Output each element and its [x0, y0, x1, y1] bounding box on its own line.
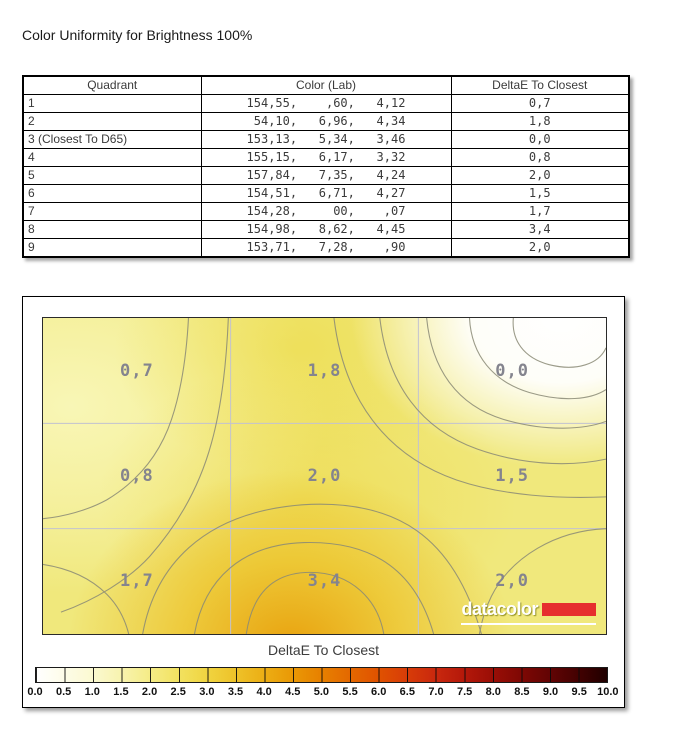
- color-lab-cell: 154,55, ,60, 4,12: [200, 94, 452, 113]
- colorbar-tick-label: 3.0: [199, 686, 215, 698]
- colorbar-tick-label: 4.5: [285, 686, 301, 698]
- heatmap-cell-value: 0,8: [119, 465, 154, 486]
- deltae-cell: 0,7: [450, 94, 630, 113]
- page-title: Color Uniformity for Brightness 100%: [22, 27, 253, 43]
- colorbar-tick-label: 5.5: [342, 686, 358, 698]
- colorbar-tick-label: 4.0: [256, 686, 272, 698]
- heatmap-panel: 0,7 1,8 0,0 0,8 2,0 1,5 1,7 3,4 2,0 data…: [22, 296, 625, 708]
- colorbar-tick-label: 1.0: [84, 686, 100, 698]
- quadrant-column-header: Quadrant: [22, 75, 202, 95]
- colorbar-tick-label: 6.5: [399, 686, 415, 698]
- deltae-cell: 3,4: [450, 220, 630, 239]
- deltae-cell: 1,5: [450, 184, 630, 203]
- table-row: 2 54,10, 6,96, 4,34 1,8: [22, 112, 630, 131]
- table-row: 9 153,71, 7,28, ,90 2,0: [22, 238, 630, 258]
- deltae-cell: 0,8: [450, 148, 630, 167]
- quadrant-cell: 9: [22, 238, 202, 258]
- deltae-cell: 2,0: [450, 166, 630, 185]
- quadrant-cell: 4: [22, 148, 202, 167]
- colorbar-tick-label: 10.0: [597, 686, 619, 698]
- colorbar-tick-label: 7.0: [428, 686, 444, 698]
- colorbar: [35, 667, 608, 683]
- uniformity-table: Quadrant Color (Lab) DeltaE To Closest 1…: [22, 75, 630, 258]
- colorbar-tick-label: 7.5: [456, 686, 473, 698]
- deltae-cell: 1,8: [450, 112, 630, 131]
- quadrant-cell: 2: [22, 112, 202, 131]
- color-lab-cell: 157,84, 7,35, 4,24: [200, 166, 452, 185]
- color-lab-cell: 154,28, 00, ,07: [200, 202, 452, 221]
- table-row: 5 157,84, 7,35, 4,24 2,0: [22, 166, 630, 185]
- deltae-cell: 2,0: [450, 238, 630, 258]
- colorbar-tick-label: 2.0: [141, 686, 158, 698]
- heatmap-cell-value: 2,0: [495, 571, 530, 592]
- table-row: 6 154,51, 6,71, 4,27 1,5: [22, 184, 630, 203]
- color-lab-column-header: Color (Lab): [200, 75, 452, 95]
- color-lab-cell: 153,13, 5,34, 3,46: [200, 130, 452, 149]
- color-lab-cell: 153,71, 7,28, ,90: [200, 238, 452, 258]
- color-lab-cell: 54,10, 6,96, 4,34: [200, 112, 452, 131]
- quadrant-cell: 1: [22, 94, 202, 113]
- datacolor-logo: datacolor: [461, 599, 596, 625]
- deltae-cell: 1,7: [450, 202, 630, 221]
- quadrant-cell: 8: [22, 220, 202, 239]
- colorbar-tick-label: 3.5: [227, 686, 244, 698]
- colorbar-tick-label: 8.5: [514, 686, 530, 698]
- heatmap-cell-value: 3,4: [307, 571, 342, 592]
- table-row: 3 (Closest To D65) 153,13, 5,34, 3,46 0,…: [22, 130, 630, 149]
- quadrant-cell: 5: [22, 166, 202, 185]
- table-row: 7 154,28, 00, ,07 1,7: [22, 202, 630, 221]
- colorbar-tick-label: 1.5: [113, 686, 129, 698]
- colorbar-tick-label: 9.0: [542, 686, 559, 698]
- table-row: 4 155,15, 6,17, 3,32 0,8: [22, 148, 630, 167]
- colorbar-tick-label: 9.5: [571, 686, 587, 698]
- heatmap-cell-value: 2,0: [307, 465, 342, 486]
- table-row: 1 154,55, ,60, 4,12 0,7: [22, 94, 630, 113]
- color-lab-cell: 155,15, 6,17, 3,32: [200, 148, 452, 167]
- color-lab-cell: 154,98, 8,62, 4,45: [200, 220, 452, 239]
- heatmap-cell-value: 1,8: [307, 360, 342, 381]
- heatmap-cell-value: 0,7: [119, 360, 154, 381]
- contour-svg: [43, 318, 606, 634]
- colorbar-tick-label: 8.0: [485, 686, 501, 698]
- datacolor-logo-red-bar: [542, 603, 596, 616]
- colorbar-tick-label: 0.0: [27, 686, 43, 698]
- grid-lines: [43, 318, 606, 634]
- colorbar-tick-label: 0.5: [55, 686, 72, 698]
- contour-lines: [43, 318, 606, 634]
- color-lab-cell: 154,51, 6,71, 4,27: [200, 184, 452, 203]
- colorbar-caption: DeltaE To Closest: [267, 642, 379, 658]
- colorbar-tick-label: 5.0: [313, 686, 330, 698]
- heatmap-cell-value: 1,5: [495, 465, 530, 486]
- colorbar-tick-label: 6.0: [371, 686, 387, 698]
- table-header-row: Quadrant Color (Lab) DeltaE To Closest: [22, 75, 630, 95]
- heatmap-cell-value: 0,0: [495, 360, 530, 381]
- datacolor-logo-text: datacolor: [461, 599, 538, 619]
- uniformity-heatmap: 0,7 1,8 0,0 0,8 2,0 1,5 1,7 3,4 2,0 data…: [42, 317, 607, 635]
- table-row: 8 154,98, 8,62, 4,45 3,4: [22, 220, 630, 239]
- quadrant-cell: 3 (Closest To D65): [22, 130, 202, 149]
- deltae-column-header: DeltaE To Closest: [450, 75, 630, 95]
- quadrant-cell: 6: [22, 184, 202, 203]
- colorbar-tick-label: 2.5: [170, 686, 186, 698]
- heatmap-cell-value: 1,7: [119, 571, 154, 592]
- quadrant-cell: 7: [22, 202, 202, 221]
- deltae-cell: 0,0: [450, 130, 630, 149]
